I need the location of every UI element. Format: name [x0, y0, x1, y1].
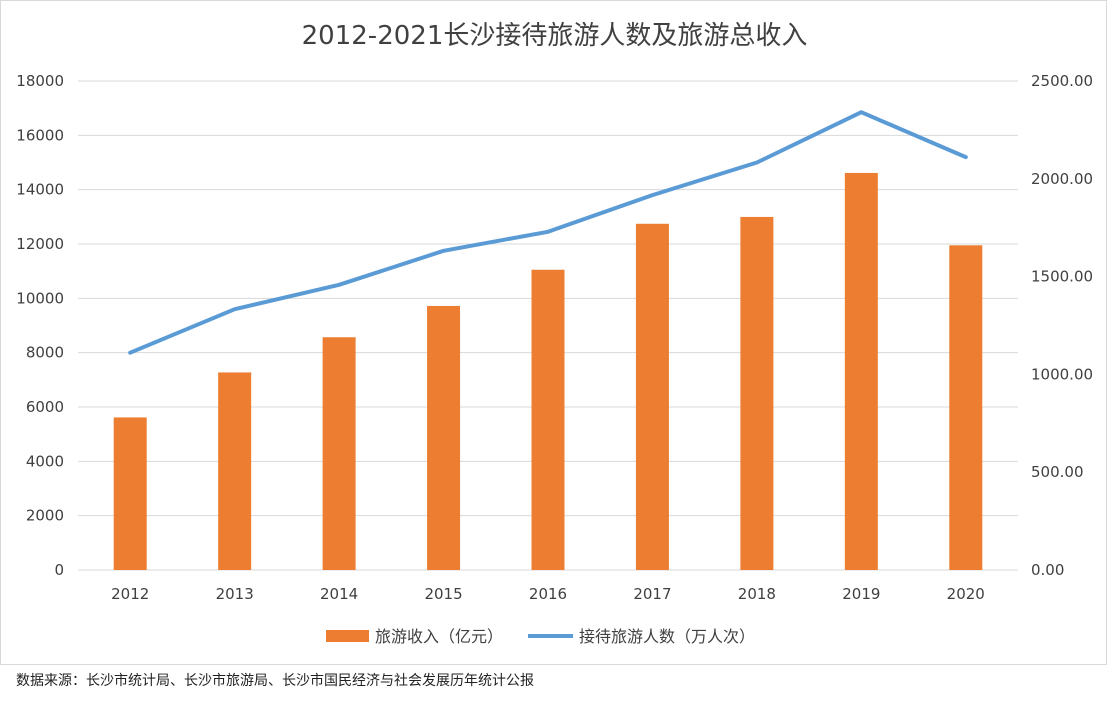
- chart-title: 2012-2021长沙接待旅游人数及旅游总收入: [301, 21, 808, 51]
- y-left-tick-label: 16000: [16, 126, 64, 144]
- y-left-tick-label: 6000: [26, 398, 64, 416]
- bar: [113, 417, 147, 570]
- y-right-tick-label: 0.00: [1031, 561, 1064, 579]
- bar: [635, 223, 669, 570]
- y-right-tick-label: 2500.00: [1031, 72, 1093, 90]
- chart-plot: 0 2000 4000 6000 8000 10000 12000 14000 16000 180…: [16, 72, 1093, 646]
- x-tick-label: 2020: [947, 585, 985, 603]
- y-right-tick-label: 1500.00: [1031, 268, 1093, 286]
- y-left-tick-label: 4000: [26, 452, 64, 470]
- y-right-tick-label: 1000.00: [1031, 365, 1093, 383]
- y-left-tick-label: 18000: [16, 72, 64, 90]
- bar: [427, 305, 461, 570]
- source-note: 数据来源：长沙市统计局、长沙市旅游局、长沙市国民经济与社会发展历年统计公报: [16, 673, 534, 689]
- y-left-tick-label: 2000: [26, 507, 64, 525]
- x-tick-label: 2013: [216, 585, 254, 603]
- bar: [531, 269, 565, 570]
- x-tick-label: 2019: [842, 585, 880, 603]
- y-left-tick-label: 14000: [16, 181, 64, 199]
- x-tick-label: 2015: [424, 585, 462, 603]
- y-right-tick-label: 2000.00: [1031, 170, 1093, 188]
- bar: [218, 372, 252, 570]
- y-left-tick-label: 0: [54, 561, 64, 579]
- x-tick-label: 2014: [320, 585, 358, 603]
- bar: [740, 216, 774, 570]
- x-tick-label: 2017: [633, 585, 671, 603]
- chart-frame: 2012-2021长沙接待旅游人数及旅游总收入 0 2000 4000 6000 800…: [0, 0, 1107, 665]
- y-left-tick-label: 10000: [16, 289, 64, 307]
- y-right-tick-label: 500.00: [1031, 463, 1084, 481]
- bar: [844, 172, 878, 570]
- x-tick-label: 2012: [111, 585, 149, 603]
- legend-line-label: 接待旅游人数（万人次）: [579, 627, 755, 646]
- y-left-tick-label: 12000: [16, 235, 64, 253]
- y-left-tick-label: 8000: [26, 344, 64, 362]
- bar: [322, 337, 356, 570]
- legend-bar-label: 旅游收入（亿元）: [375, 627, 503, 646]
- legend-bar-swatch: [326, 630, 369, 642]
- x-tick-label: 2016: [529, 585, 567, 603]
- bar: [949, 245, 983, 570]
- x-tick-label: 2018: [738, 585, 776, 603]
